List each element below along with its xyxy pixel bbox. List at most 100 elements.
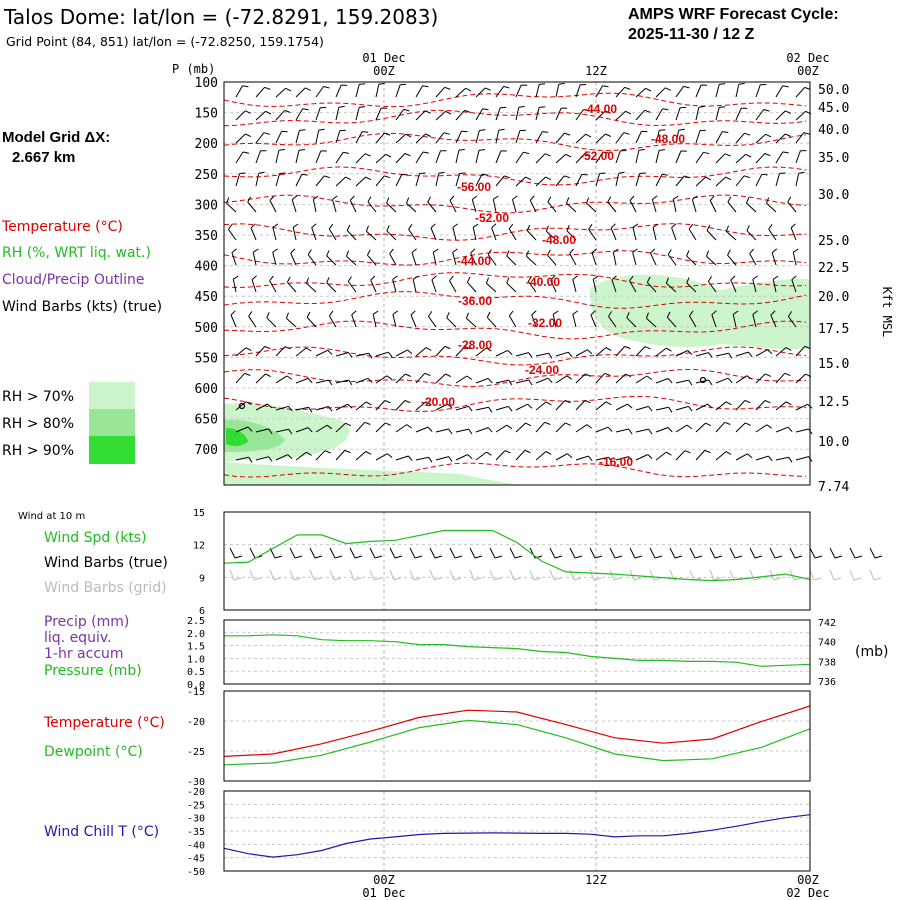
wind-barb-staff [752, 314, 757, 328]
wind-barb-feather [548, 353, 553, 359]
wind-barb-feather [305, 277, 310, 284]
wind-barb-feather [639, 172, 646, 174]
grid-wind-barb [589, 569, 595, 581]
wind-barb-feather [763, 109, 770, 112]
wind-barb-staff [255, 428, 269, 433]
wind-barb-staff [475, 427, 489, 433]
wind-barb-feather [638, 148, 645, 151]
wind-barb-feather [788, 457, 793, 463]
wind-barb-staff [370, 279, 377, 293]
wind-barb-feather [284, 346, 291, 350]
temperature-isotherm [223, 462, 806, 478]
pressure-tick-labels: 100 150 200 250 300 350 400 450 500 550 600 650 700 [195, 76, 218, 458]
wind-barb-feather [425, 110, 431, 114]
surface-wind-barb [329, 547, 336, 559]
wind-barb-staff [795, 87, 806, 98]
wind-barb-staff [695, 422, 706, 433]
temperature-contour-label: -48.00 [651, 132, 685, 146]
temperature-isotherm [223, 250, 807, 266]
wind-barb-staff [632, 227, 637, 241]
temperature-contour-label: -24.00 [525, 363, 559, 377]
wind-barb-feather [725, 451, 732, 455]
wind-barb-feather [508, 379, 513, 386]
wind-barb-staff [375, 153, 387, 164]
wind-barb-staff [727, 254, 737, 266]
wind-barb-feather [265, 110, 272, 115]
wind-barb-staff [375, 175, 385, 187]
wind-barb-staff [455, 130, 462, 144]
wind-barb-feather [692, 195, 698, 200]
wind-barb-staff [435, 456, 449, 461]
wind-barb-staff [706, 255, 717, 266]
wind-barb-feather [527, 276, 533, 282]
wind-barb-staff [535, 421, 546, 433]
wind-barb-staff [755, 109, 765, 121]
wind-barb-feather [507, 350, 513, 355]
wind-barb-feather [659, 149, 666, 151]
wind-barb-staff [475, 130, 480, 144]
grid-wind-barb-feather [493, 577, 502, 581]
y-tick-label: -25 [187, 747, 205, 758]
surface-wind-barb [449, 547, 456, 559]
wind-barb-staff [608, 316, 617, 328]
wind-barb-feather [749, 248, 754, 254]
wind-barb-staff [595, 401, 607, 411]
wind-barb-feather [326, 424, 333, 430]
wind-barb-feather [425, 347, 432, 351]
wind-barb-feather [506, 277, 510, 284]
wind-barb-staff [375, 400, 386, 411]
rh-fill-areas [224, 274, 810, 485]
wind-barb-feather [650, 248, 656, 254]
wind-barb-staff [575, 174, 583, 187]
surface-wind-barb [469, 547, 476, 559]
wind-barb-staff [335, 130, 341, 144]
wind-barb-staff [515, 403, 528, 411]
grid-wind-barb-feather [413, 577, 422, 581]
wind-barb-feather [618, 171, 625, 174]
wind-barb-staff [635, 346, 646, 357]
wind-barb-feather [284, 109, 291, 113]
wind-barb-staff [655, 347, 667, 357]
rh80-swatch [89, 409, 135, 436]
wind-barb-feather [465, 312, 469, 319]
wind-barb-staff [248, 316, 257, 328]
wind-barb-staff [395, 109, 405, 121]
surface-wind-barb [529, 547, 536, 559]
wind-barb-staff [375, 132, 385, 144]
wind-barb-feather [408, 224, 413, 230]
wind-barb-staff [715, 377, 729, 384]
wind-barb-staff [335, 84, 342, 98]
wind-barb-staff [335, 422, 346, 433]
wind-barb-feather [370, 275, 376, 281]
bottom-right-date-label: 02 Dec [786, 886, 829, 900]
surface-wind-barb [509, 547, 516, 559]
wind-barb-staff [415, 372, 426, 384]
wind-barb-staff [495, 107, 501, 121]
wind-barb-staff [615, 373, 626, 384]
wind-barb-staff [306, 282, 317, 293]
wind-barb-staff [695, 152, 704, 164]
surface-wind-barb-feather [734, 555, 743, 559]
wind-barb-feather [251, 275, 257, 280]
wind-barb-staff [775, 173, 780, 187]
wind-barb-staff [295, 451, 307, 461]
wind-barb-feather [545, 401, 552, 406]
surface-wind-barb [769, 547, 776, 559]
surface-wind-barb-feather [594, 555, 603, 559]
wind-barb-staff [755, 349, 768, 357]
wind-barb-feather [719, 106, 726, 108]
surface-wind-barb-feather [554, 555, 563, 559]
surface-wind-barb [569, 547, 576, 559]
wind-barb-feather [605, 347, 612, 351]
y-tick-label: 15 [193, 508, 205, 519]
wind-barb-feather [632, 248, 638, 253]
wind-barb-feather [359, 83, 366, 85]
wind-barb-staff [675, 86, 684, 98]
surface-wind-barb-feather [334, 555, 343, 559]
grid-wind-barb-feather [613, 577, 622, 581]
surface-wind-barb-feather [354, 555, 363, 559]
wind-barb-feather [368, 353, 373, 359]
wind-barb-feather [298, 149, 305, 151]
wind-barb-feather [242, 85, 249, 88]
pressure-tick-label: 740 [818, 638, 836, 649]
